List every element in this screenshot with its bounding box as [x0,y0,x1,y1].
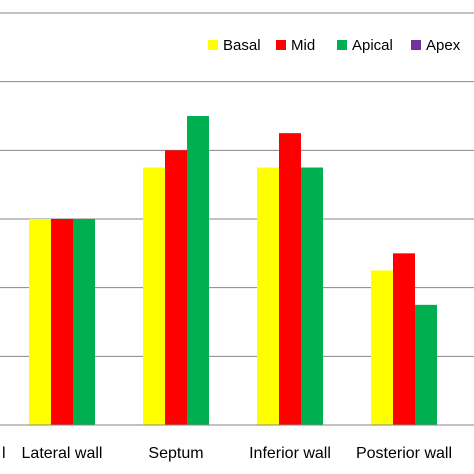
legend-swatch-apical [337,40,347,50]
legend-label-mid: Mid [291,37,315,54]
bar-mid-posterior-wall [393,253,415,425]
legend-label-apex: Apex [426,37,461,54]
legend-label-basal: Basal [223,37,261,54]
legend-label-apical: Apical [352,37,393,54]
x-tick-label: Lateral wall [22,445,103,462]
bar-mid-lateral-wall [51,219,73,425]
x-tick-labels: l Lateral wall Septum Inferior wall Posteri… [2,445,452,462]
bar-basal-septum [143,167,165,425]
x-tick-label: Inferior wall [249,445,331,462]
bar-mid-inferior-wall [279,133,301,425]
bar-apical-posterior-wall [415,304,437,425]
x-tick-label: Posterior wall [356,445,452,462]
x-tick-label: Septum [148,445,203,462]
bar-apical-lateral-wall [73,219,95,425]
legend-swatch-basal [208,40,218,50]
bar-basal-lateral-wall [29,219,51,425]
legend-swatch-apex [411,40,421,50]
bar-mid-septum [165,150,187,426]
bars [29,116,437,426]
legend: Basal Mid Apical Apex [208,37,461,54]
x-tick-label-fragment: l [2,445,6,462]
bar-basal-inferior-wall [257,167,279,425]
bar-basal-posterior-wall [371,270,393,425]
legend-swatch-mid [276,40,286,50]
bar-apical-inferior-wall [301,167,323,425]
bar-apical-septum [187,116,209,425]
